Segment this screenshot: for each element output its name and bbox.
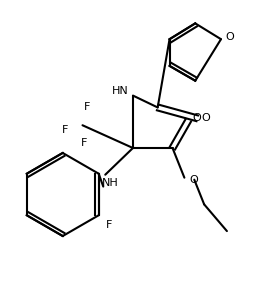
Text: O: O xyxy=(189,175,198,185)
Text: O: O xyxy=(202,113,210,123)
Text: F: F xyxy=(105,220,112,230)
Text: HN: HN xyxy=(112,86,129,96)
Text: F: F xyxy=(61,125,68,135)
Text: O: O xyxy=(193,113,202,123)
Text: O: O xyxy=(226,32,234,42)
Text: F: F xyxy=(84,102,91,112)
Text: NH: NH xyxy=(102,178,119,188)
Text: F: F xyxy=(81,138,88,148)
